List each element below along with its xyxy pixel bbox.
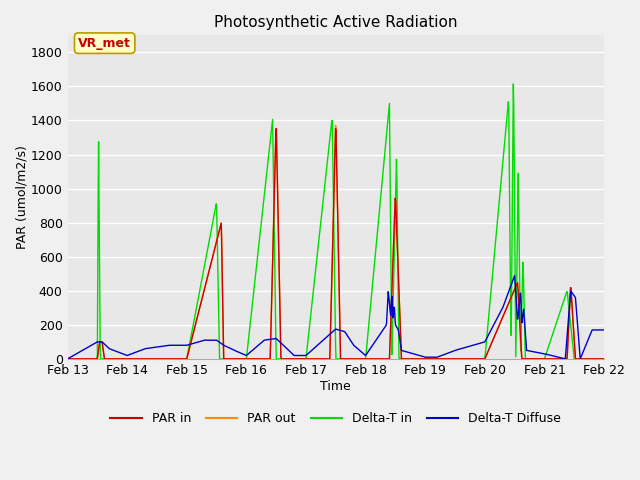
X-axis label: Time: Time: [321, 380, 351, 393]
Title: Photosynthetic Active Radiation: Photosynthetic Active Radiation: [214, 15, 458, 30]
Y-axis label: PAR (umol/m2/s): PAR (umol/m2/s): [15, 145, 28, 249]
Legend: PAR in, PAR out, Delta-T in, Delta-T Diffuse: PAR in, PAR out, Delta-T in, Delta-T Dif…: [106, 407, 566, 430]
Text: VR_met: VR_met: [78, 36, 131, 49]
